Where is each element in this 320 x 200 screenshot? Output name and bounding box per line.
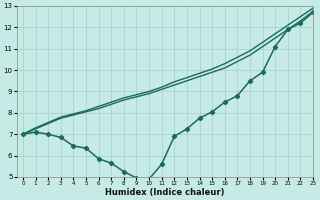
X-axis label: Humidex (Indice chaleur): Humidex (Indice chaleur) bbox=[105, 188, 225, 197]
